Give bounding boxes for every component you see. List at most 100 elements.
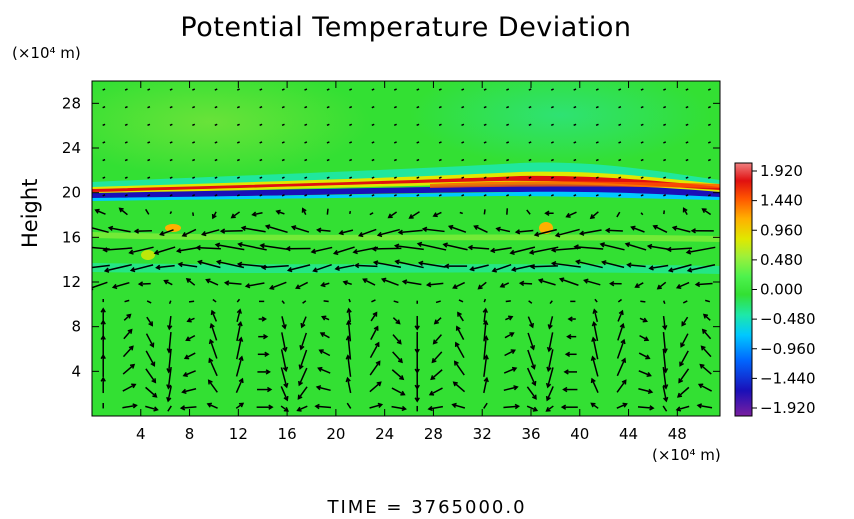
- vector-arrow-head: [453, 360, 459, 366]
- vector-arrow-head: [483, 376, 489, 383]
- vector-arrow-head: [275, 209, 281, 215]
- vector-arrow-head: [675, 283, 682, 289]
- vector-arrow: [550, 123, 554, 126]
- vector-arrow: [505, 300, 511, 303]
- vector-arrow: [259, 123, 263, 126]
- vector-arrow-head: [283, 382, 289, 389]
- vector-arrow-head: [656, 284, 662, 290]
- vector-arrow-head: [100, 334, 106, 340]
- vector-arrow-head: [531, 380, 537, 387]
- vector-arrow-head: [128, 345, 134, 351]
- vector-arrow: [616, 403, 627, 409]
- vector-arrow: [416, 194, 420, 197]
- vector-arrow-head: [699, 363, 705, 369]
- vector-arrow: [618, 176, 622, 179]
- vector-arrow-head: [414, 325, 420, 331]
- vector-arrow: [593, 322, 599, 342]
- vector-arrow: [456, 326, 465, 340]
- vector-arrow: [528, 88, 532, 91]
- vector-arrow: [192, 106, 196, 109]
- vector-arrow-head: [491, 267, 497, 273]
- vector-arrow: [236, 106, 240, 109]
- vector-arrow-head: [697, 383, 704, 389]
- vector-arrow: [124, 194, 128, 197]
- vector-arrow: [617, 298, 623, 303]
- vector-arrow: [326, 141, 330, 144]
- vector-arrow-head: [100, 376, 106, 382]
- vector-arrow: [236, 123, 240, 126]
- x-tick-label: 12: [229, 425, 248, 443]
- vector-arrow: [550, 88, 554, 91]
- vector-arrow-head: [159, 230, 165, 236]
- vector-arrow: [326, 106, 330, 109]
- vector-arrow: [531, 265, 558, 268]
- vector-arrow: [395, 245, 424, 251]
- vector-arrow-head: [425, 282, 432, 288]
- vector-arrow: [391, 387, 405, 396]
- vector-arrow: [326, 176, 330, 179]
- x-tick-label: 28: [424, 425, 443, 443]
- vector-arrow-head: [133, 228, 140, 234]
- vector-arrow: [102, 88, 106, 91]
- vector-arrow-head: [545, 382, 552, 389]
- warm-band-red: [92, 175, 720, 192]
- vector-arrow: [528, 123, 532, 126]
- vector-arrow: [102, 194, 106, 197]
- vector-arrow-head: [149, 342, 155, 348]
- vector-arrow: [393, 141, 397, 144]
- vector-arrow: [483, 176, 487, 179]
- colorbar-tick-label: −0.960: [760, 340, 816, 358]
- vector-arrow-head: [452, 381, 458, 387]
- vector-arrow: [527, 332, 535, 350]
- vector-arrow-head: [583, 278, 589, 284]
- vector-arrow-head: [223, 280, 230, 286]
- vector-arrow: [184, 352, 196, 359]
- vector-arrow-head: [374, 341, 380, 347]
- vector-arrow: [169, 176, 173, 179]
- upper-warm-patch: [92, 81, 370, 177]
- vector-arrow: [299, 349, 308, 369]
- vector-field: [92, 88, 716, 412]
- vector-arrow: [102, 123, 106, 126]
- vector-arrow-head: [514, 229, 521, 235]
- vector-arrow-head: [619, 322, 625, 329]
- vector-arrow: [119, 207, 128, 216]
- vector-arrow-head: [666, 246, 672, 253]
- vector-arrow: [602, 261, 625, 269]
- vector-arrow: [281, 194, 285, 197]
- vector-arrow-head: [238, 402, 245, 408]
- vector-arrow: [326, 194, 330, 197]
- vector-arrow-head: [346, 319, 352, 326]
- vector-arrow: [416, 141, 420, 144]
- vector-arrow: [395, 260, 424, 269]
- vector-arrow: [550, 176, 554, 179]
- vector-arrow-head: [186, 317, 192, 323]
- vector-arrow-head: [394, 259, 400, 265]
- vector-arrow: [391, 405, 406, 410]
- vector-arrow-head: [645, 354, 651, 360]
- vector-arrow: [177, 246, 198, 252]
- vector-arrow: [214, 141, 218, 144]
- vector-arrow-head: [599, 242, 605, 248]
- vector-arrow: [311, 246, 333, 253]
- vector-arrow: [169, 211, 173, 215]
- vector-arrow: [702, 208, 712, 216]
- vector-arrow: [124, 176, 128, 179]
- vector-arrow: [266, 225, 288, 234]
- vector-arrow: [594, 298, 598, 303]
- vector-arrow: [238, 263, 267, 268]
- vector-arrow: [369, 381, 382, 393]
- vector-arrow-head: [396, 339, 402, 345]
- vector-arrow: [339, 229, 354, 235]
- vector-arrow: [483, 308, 487, 323]
- vector-arrow: [431, 351, 443, 363]
- vector-arrow: [438, 123, 442, 126]
- vector-arrow-head: [646, 371, 652, 377]
- vector-arrow: [506, 88, 510, 91]
- vector-arrow-head: [477, 284, 483, 290]
- vector-arrow-head: [601, 260, 607, 266]
- vector-arrow: [504, 349, 516, 357]
- vector-arrow: [491, 247, 512, 252]
- vector-arrow-head: [700, 345, 706, 351]
- vector-arrow-head: [175, 247, 182, 254]
